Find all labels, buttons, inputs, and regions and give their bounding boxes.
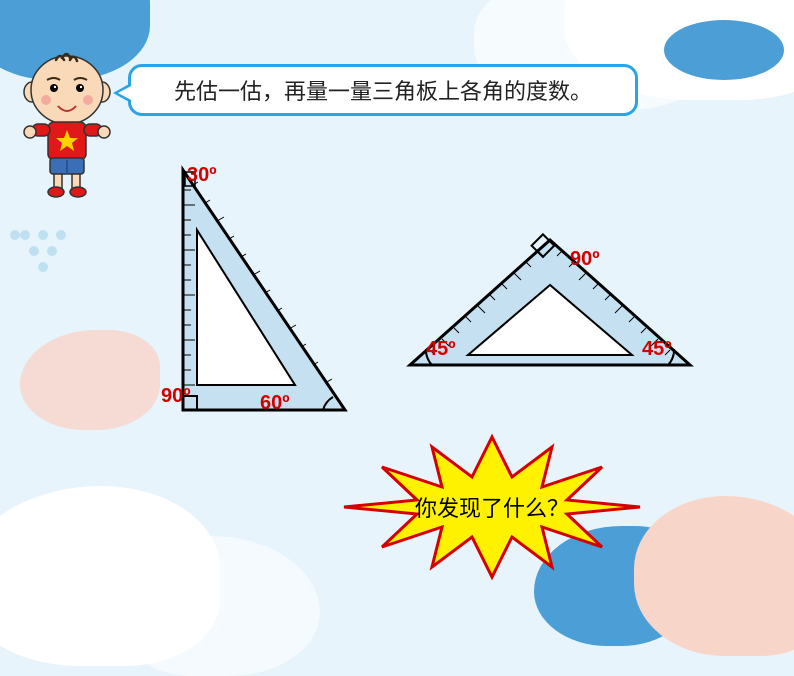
- angle-45-label-left: 45º: [426, 338, 456, 361]
- speech-bubble: 先估一估，再量一量三角板上各角的度数。: [128, 64, 638, 116]
- bg-blob-mid-left: [20, 330, 160, 430]
- starburst-callout: 你发现了什么？: [342, 432, 642, 582]
- angle-30-label: 30º: [187, 164, 217, 187]
- bg-dot-pattern: [10, 230, 60, 280]
- starburst-text: 你发现了什么？: [415, 491, 569, 523]
- speech-text: 先估一估，再量一量三角板上各角的度数。: [174, 74, 592, 106]
- triangle-45-45-90: 90º 45º 45º: [400, 230, 700, 380]
- angle-45-label-right: 45º: [642, 338, 672, 361]
- angle-60-label: 60º: [260, 392, 290, 415]
- bg-blob-bottom-left: [0, 486, 220, 666]
- cartoon-child: [12, 50, 122, 200]
- bg-blob-top-right-blue: [664, 20, 784, 80]
- triangle-30-60-90: 30º 90º 60º: [165, 160, 365, 430]
- angle-90-label-t1: 90º: [161, 385, 191, 408]
- bg-blob-bottom-right: [634, 496, 794, 656]
- angle-90-label-t2: 90º: [570, 248, 600, 271]
